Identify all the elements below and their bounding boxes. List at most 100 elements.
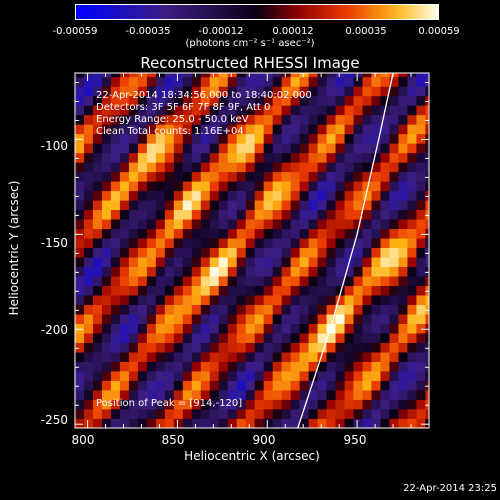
heatmap-cell (146, 247, 157, 258)
heatmap-cell (389, 124, 399, 135)
heatmap-cell (110, 333, 121, 343)
heatmap-cell (281, 409, 292, 419)
heatmap-cell (263, 133, 274, 144)
heatmap-cell (227, 418, 238, 429)
heatmap-cell (137, 219, 148, 230)
heatmap-cell (200, 171, 211, 182)
heatmap-cell (425, 276, 430, 287)
heatmap-cell (371, 276, 381, 287)
heatmap-cell (128, 124, 139, 135)
heatmap-cell (272, 342, 283, 353)
heatmap-cell (389, 352, 399, 362)
heatmap-cell (353, 86, 363, 97)
heatmap-cell (362, 266, 372, 277)
heatmap-cell (380, 390, 390, 400)
heatmap-cell (236, 162, 247, 173)
heatmap-cell (254, 190, 265, 201)
heatmap-cell (380, 409, 390, 419)
heatmap-cell (155, 409, 166, 419)
heatmap-cell (407, 124, 417, 135)
heatmap-cell (425, 285, 430, 296)
heatmap-cell (101, 390, 112, 400)
heatmap-cell (119, 228, 130, 239)
annotation-detectors: Detectors: 3F 5F 6F 7F 8F 9F, Att 0 (96, 102, 271, 113)
heatmap-cell (182, 409, 193, 419)
heatmap-cell (92, 266, 103, 277)
heatmap-cell (263, 247, 274, 258)
heatmap-cell (254, 209, 265, 220)
heatmap-cell (218, 247, 229, 258)
heatmap-cell (236, 238, 247, 249)
heatmap-cell (245, 314, 256, 324)
heatmap-cell (362, 238, 372, 249)
heatmap-cell (290, 228, 301, 239)
heatmap-cell (308, 371, 318, 381)
colorbar-tick: 0.00012 (272, 26, 314, 37)
heatmap-cell (416, 380, 426, 391)
heatmap-cell (299, 219, 309, 230)
heatmap-cell (299, 86, 309, 97)
heatmap-cell (191, 399, 202, 410)
heatmap-cell (227, 295, 238, 305)
heatmap-cell (344, 333, 354, 343)
heatmap-cell (344, 304, 354, 315)
heatmap-cell (290, 76, 301, 87)
heatmap-cell (272, 323, 283, 334)
heatmap-cell (155, 247, 166, 258)
heatmap-cell (75, 352, 85, 362)
heatmap-cell (75, 133, 85, 144)
heatmap-cell (299, 333, 309, 343)
heatmap-cell (236, 352, 247, 362)
heatmap-cell (317, 380, 327, 391)
heatmap-cell (335, 409, 345, 419)
heatmap-cell (290, 418, 301, 429)
heatmap-cell (155, 162, 166, 173)
heatmap-cell (155, 228, 166, 239)
heatmap-cell (272, 247, 283, 258)
heatmap-cell (281, 295, 292, 305)
heatmap-cell (281, 418, 292, 429)
heatmap-cell (101, 304, 112, 315)
heatmap-cell (308, 257, 318, 268)
heatmap-cell (425, 352, 430, 362)
heatmap-cell (353, 304, 363, 315)
heatmap-cell (191, 361, 202, 372)
heatmap-cell (182, 399, 193, 410)
heatmap-cell (335, 228, 345, 239)
heatmap-cell (173, 266, 184, 277)
heatmap-cell (272, 371, 283, 381)
heatmap-cell (236, 228, 247, 239)
heatmap-cell (326, 314, 336, 324)
heatmap-cell (308, 105, 318, 116)
heatmap-cell (191, 143, 202, 154)
heatmap-cell (173, 361, 184, 372)
heatmap-cell (209, 266, 220, 277)
heatmap-cell (353, 209, 363, 220)
heatmap-cell (371, 304, 381, 315)
heatmap-cell (245, 266, 256, 277)
heatmap-cell (92, 295, 103, 305)
heatmap-cell (119, 95, 130, 106)
heatmap-cell (119, 361, 130, 372)
heatmap-cell (380, 247, 390, 258)
heatmap-cell (236, 73, 247, 78)
heatmap-cell (344, 95, 354, 106)
heatmap-cell (75, 304, 85, 315)
heatmap-cell (227, 266, 238, 277)
heatmap-cell (164, 219, 175, 230)
heatmap-cell (335, 342, 345, 353)
heatmap-cell (299, 314, 309, 324)
heatmap-cell (191, 86, 202, 97)
heatmap-cell (416, 342, 426, 353)
heatmap-cell (335, 152, 345, 163)
heatmap-cell (155, 86, 166, 97)
heatmap-cell (173, 143, 184, 154)
heatmap-cell (281, 73, 292, 78)
heatmap-cell (209, 371, 220, 381)
heatmap-cell (128, 76, 139, 87)
heatmap-cell (371, 409, 381, 419)
heatmap-cell (407, 105, 417, 116)
heatmap-cell (137, 352, 148, 362)
heatmap-cell (326, 200, 336, 211)
heatmap-cell (236, 257, 247, 268)
